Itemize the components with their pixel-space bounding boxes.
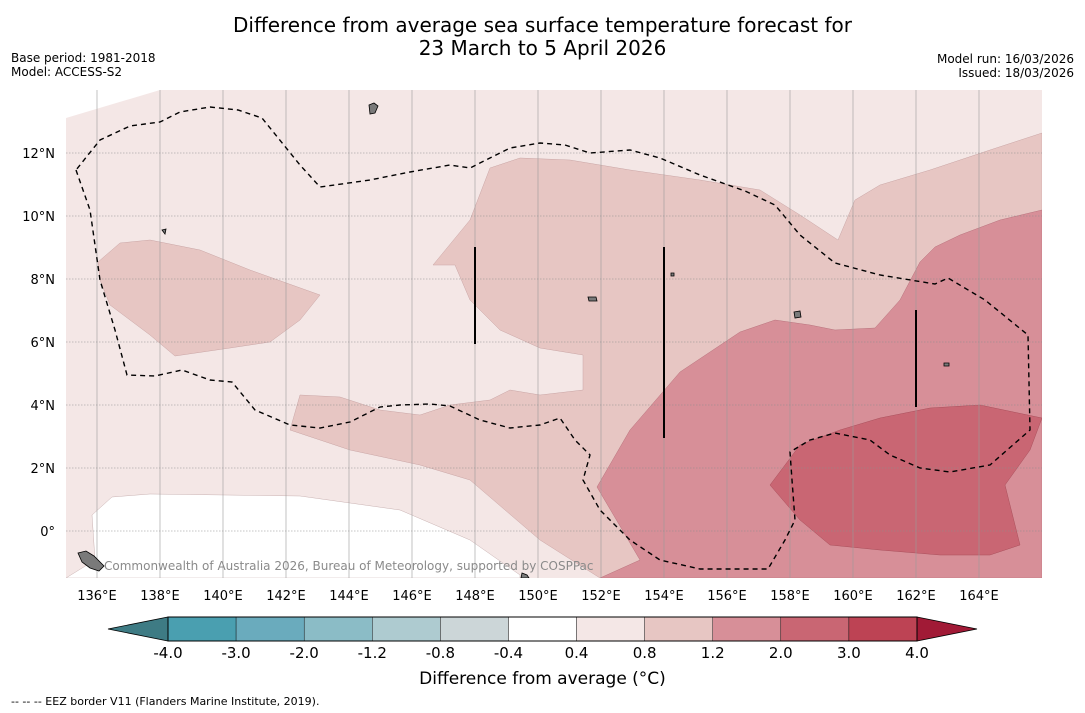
colorbar-tick: -0.8 bbox=[426, 644, 455, 662]
title-line-2: 23 March to 5 April 2026 bbox=[418, 36, 667, 60]
eez-borders bbox=[75, 106, 1031, 570]
colorbar-tick: -3.0 bbox=[221, 644, 250, 662]
longitude-gridlines bbox=[96, 90, 980, 578]
colorbar-tick: 0.4 bbox=[565, 644, 589, 662]
footer-note: -- -- -- EEZ border V11 (Flanders Marine… bbox=[11, 695, 320, 708]
colorbar-title: Difference from average (°C) bbox=[419, 669, 666, 689]
meta-left: Base period: 1981-2018 Model: ACCESS-S2 bbox=[11, 51, 156, 79]
anomaly-field-core bbox=[769, 404, 1042, 556]
longitude-labels: 136°E 138°E 140°E 142°E 144°E 146°E 148°E 150°E… bbox=[77, 589, 999, 604]
vertical-markers bbox=[474, 247, 917, 438]
colorbar-segment bbox=[372, 616, 441, 642]
colorbar-tick: -2.0 bbox=[290, 644, 319, 662]
meta-right: Model run: 16/03/2026 Issued: 18/03/2026 bbox=[937, 52, 1074, 80]
lat-label: 12°N bbox=[22, 147, 55, 162]
colorbar-tick: -4.0 bbox=[153, 644, 182, 662]
blank-corner bbox=[66, 90, 160, 118]
watermark: Commonwealth of Australia 2026, Bureau o… bbox=[104, 559, 594, 573]
lat-label: 2°N bbox=[31, 462, 56, 477]
colorbar-tick-labels: -4.0 -3.0 -2.0 -1.2 -0.8 -0.4 0.4 0.8 1.2 2.0 3.0 4… bbox=[153, 644, 929, 662]
lon-label: 138°E bbox=[140, 589, 180, 604]
colorbar bbox=[107, 616, 978, 642]
colorbar-segment bbox=[440, 616, 509, 642]
lon-label: 156°E bbox=[707, 589, 747, 604]
colorbar-segment bbox=[780, 616, 850, 642]
lon-label: 146°E bbox=[392, 589, 432, 604]
colorbar-tick: -0.4 bbox=[494, 644, 523, 662]
colorbar-tick: 3.0 bbox=[837, 644, 861, 662]
issued-date: Issued: 18/03/2026 bbox=[958, 66, 1074, 80]
colorbar-segment bbox=[576, 616, 645, 642]
lat-label: 0° bbox=[40, 525, 55, 540]
lon-label: 152°E bbox=[581, 589, 621, 604]
lon-label: 154°E bbox=[644, 589, 684, 604]
lat-label: 4°N bbox=[31, 399, 56, 414]
anomaly-field-west bbox=[97, 239, 321, 357]
model-name: Model: ACCESS-S2 bbox=[11, 65, 123, 79]
colorbar-tick: 4.0 bbox=[905, 644, 929, 662]
latitude-gridlines bbox=[66, 152, 1042, 532]
lat-label: 8°N bbox=[31, 273, 56, 288]
model-run: Model run: 16/03/2026 bbox=[936, 52, 1074, 66]
title-line-1: Difference from average sea surface temp… bbox=[232, 13, 852, 37]
islands bbox=[77, 102, 950, 578]
lon-label: 160°E bbox=[833, 589, 873, 604]
colorbar-tick: 1.2 bbox=[701, 644, 725, 662]
map-plot-area: Commonwealth of Australia 2026, Bureau o… bbox=[66, 90, 1042, 578]
chart-title: Difference from average sea surface temp… bbox=[0, 14, 1085, 60]
anomaly-field-near-zero bbox=[66, 493, 521, 578]
lon-label: 142°E bbox=[266, 589, 306, 604]
colorbar-segment bbox=[508, 616, 577, 642]
colorbar-segment bbox=[167, 616, 237, 642]
colorbar-tick: 0.8 bbox=[633, 644, 657, 662]
lat-label: 10°N bbox=[22, 210, 55, 225]
latitude-labels: 12°N 10°N 8°N 6°N 4°N 2°N 0° bbox=[22, 147, 55, 540]
base-period: Base period: 1981-2018 bbox=[11, 51, 156, 65]
lon-label: 158°E bbox=[770, 589, 810, 604]
lon-label: 164°E bbox=[959, 589, 999, 604]
colorbar-segment bbox=[848, 616, 918, 642]
colorbar-tick: -1.2 bbox=[358, 644, 387, 662]
colorbar-tick: 2.0 bbox=[769, 644, 793, 662]
lon-label: 144°E bbox=[329, 589, 369, 604]
colorbar-segment bbox=[303, 616, 373, 642]
lon-label: 136°E bbox=[77, 589, 117, 604]
colorbar-segment bbox=[235, 616, 305, 642]
lon-label: 150°E bbox=[518, 589, 558, 604]
colorbar-segment bbox=[644, 616, 713, 642]
colorbar-segment bbox=[712, 616, 782, 642]
lon-label: 140°E bbox=[203, 589, 243, 604]
lon-label: 148°E bbox=[455, 589, 495, 604]
lon-label: 162°E bbox=[896, 589, 936, 604]
colorbar-frame bbox=[167, 616, 918, 642]
lat-label: 6°N bbox=[31, 336, 56, 351]
colorbar-extend-low bbox=[107, 616, 169, 642]
colorbar-extend-high bbox=[916, 616, 978, 642]
